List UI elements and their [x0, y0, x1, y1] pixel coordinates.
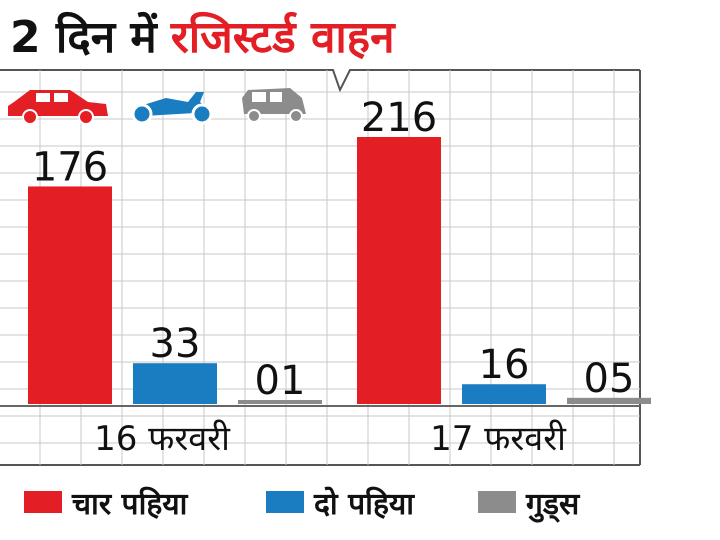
legend-item-goods: गुड्स [478, 482, 579, 522]
legend-swatch-four-wheeler [24, 491, 62, 513]
legend: चार पहिया दो पहिया गुड्स [0, 482, 720, 522]
value-label-goods: 01 [255, 358, 306, 404]
bar-two-wheeler [462, 384, 546, 404]
value-label-four-wheeler: 176 [32, 144, 108, 190]
chart-title: 2 दिन में रजिस्टर्ड वाहन [10, 4, 395, 66]
legend-item-two-wheeler: दो पहिया [266, 482, 414, 522]
value-label-goods: 05 [584, 356, 635, 402]
legend-item-four-wheeler: चार पहिया [24, 482, 187, 522]
bar-goods [238, 400, 322, 404]
bars [28, 137, 651, 404]
category-label: 16 फरवरी [94, 419, 231, 459]
auto-rickshaw-icon [242, 88, 306, 123]
legend-swatch-goods [478, 491, 516, 513]
legend-label-goods: गुड्स [526, 486, 580, 522]
legend-swatch-two-wheeler [266, 491, 304, 513]
value-label-four-wheeler: 216 [361, 95, 437, 141]
vehicle-icons [8, 88, 306, 125]
bar-four-wheeler [28, 186, 112, 404]
bar-goods [567, 397, 651, 404]
scooter-icon [131, 92, 213, 125]
bar-two-wheeler [133, 363, 217, 404]
legend-label-two-wheeler: दो पहिया [314, 486, 415, 522]
legend-label-four-wheeler: चार पहिया [72, 486, 188, 522]
car-icon [8, 90, 108, 125]
title-underline [0, 69, 640, 93]
title-prefix: 2 दिन में [10, 12, 157, 63]
title-highlight: रजिस्टर्ड वाहन [170, 12, 395, 63]
bar-four-wheeler [357, 137, 441, 404]
value-label-two-wheeler: 33 [150, 321, 201, 367]
category-label: 17 फरवरी [430, 419, 567, 459]
value-labels: 176 216 33 16 01 05 [32, 95, 635, 404]
value-label-two-wheeler: 16 [479, 342, 530, 388]
category-labels: 16 फरवरी 17 फरवरी [94, 419, 567, 459]
